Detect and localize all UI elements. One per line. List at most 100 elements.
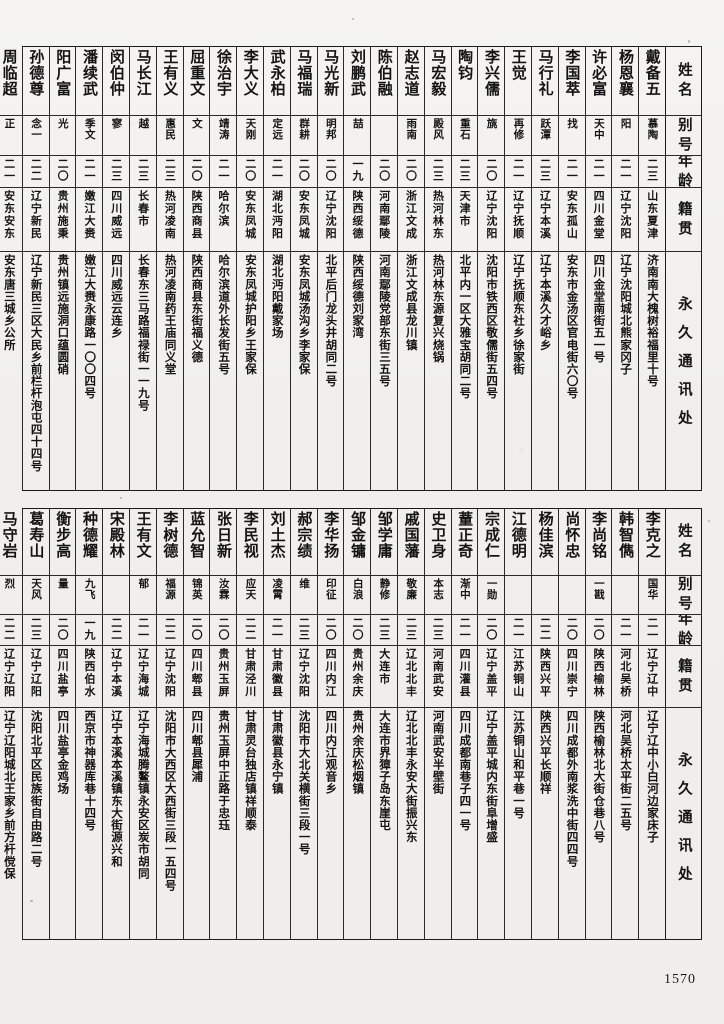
row-label-column: 姓名 别号 年龄 籍贯 永久通讯处 <box>665 509 701 939</box>
person-age: 二一 <box>505 156 532 189</box>
person-column: 刘土杰 凌霄 二一 甘肃徽县 甘肃徽县永宁镇 <box>263 509 290 939</box>
person-origin: 安东安东 <box>0 188 22 253</box>
person-age-text: 二三 <box>109 158 123 183</box>
person-age-text: 二一 <box>270 617 284 642</box>
person-alias-text: 雨南 <box>405 117 418 140</box>
person-alias-text: 殿风 <box>432 117 445 140</box>
person-alias <box>532 576 558 616</box>
person-origin-text: 天津市 <box>458 190 472 228</box>
person-origin-text: 哈尔滨 <box>216 190 230 228</box>
person-alias: 殿风 <box>424 116 451 157</box>
person-alias-text: 寥 <box>110 117 123 129</box>
person-address-text: 四川成都外南浆洗中街四四号 <box>565 710 580 868</box>
person-origin-text: 辽宁沈阳 <box>324 190 338 241</box>
person-address: 长春东三马路福禄街一一九号 <box>130 252 156 490</box>
person-address-text: 哈尔滨道外长发街五号 <box>217 254 232 376</box>
person-origin: 四川郫县 <box>183 646 210 709</box>
person-address: 安东唐三城乡公所 <box>0 252 22 490</box>
person-alias: 群耕 <box>290 116 317 157</box>
person-name: 杨恩襄 <box>612 47 639 116</box>
person-name-text: 许必富 <box>590 49 609 97</box>
person-column: 衡步高量二〇 四川盐亭 四川盐亭金鸡场 <box>48 509 76 939</box>
person-name: 邹学庸 <box>371 509 398 576</box>
person-name-text: 屈重文 <box>188 49 207 97</box>
person-age: 二一 <box>130 615 156 647</box>
person-address-text: 浙江文成县龙川镇 <box>404 254 419 351</box>
person-column: 马光新 明邦 二〇 辽宁沈阳 北平后门龙头井胡同二号 <box>316 47 344 490</box>
person-origin-text: 辽宁辽中 <box>645 648 659 699</box>
person-age-text: 二三 <box>163 158 177 183</box>
person-alias: 一戡 <box>585 576 612 616</box>
person-address-text: 北平内一区大雅宝胡同二号 <box>458 254 473 400</box>
person-age: 二〇 <box>237 156 264 189</box>
person-age-text: 二三 <box>297 617 311 642</box>
roster-table-top: 姓名 别号 年龄 籍贯 永久通讯处 戴备五 慕陶 二三 山东夏津 济南南大槐树裕福里十号 杨恩襄阳二… <box>0 46 702 491</box>
person-age-text: 二〇 <box>404 158 418 183</box>
person-age: 二一 <box>210 156 237 189</box>
person-age-text: 二〇 <box>350 617 364 642</box>
person-origin-text: 大连市 <box>377 648 391 686</box>
person-column: 赵志道 雨南 二〇 浙江文成 浙江文成县龙川镇 <box>397 47 424 490</box>
person-column: 陶钧 重石 二三 天津市 北平内一区大雅宝胡同二号 <box>450 47 478 490</box>
person-age-text: 二三 <box>645 158 659 183</box>
person-alias-text: 敬廉 <box>405 577 418 600</box>
person-age-text: 一九 <box>350 158 364 183</box>
person-origin: 长春市 <box>130 188 156 253</box>
person-name-text: 刘土杰 <box>268 511 287 559</box>
row-label-3-text: 籍贯 <box>675 657 692 697</box>
person-address-text: 西京市神器库巷十四号 <box>83 710 98 832</box>
person-alias: 光 <box>49 116 76 157</box>
person-alias-text: 国华 <box>646 577 659 600</box>
person-column: 阳广富光二〇 贵州施秉 贵州镇远施洞口蕴圆硝 <box>48 47 76 490</box>
person-address: 安东市金汤区官电街六〇号 <box>559 252 585 490</box>
person-alias-text: 群耕 <box>298 117 311 140</box>
person-address-text: 长春东三马路福禄街一一九号 <box>136 254 151 412</box>
person-age-text: 二〇 <box>297 158 311 183</box>
person-name-text: 张日新 <box>215 511 233 559</box>
person-name: 宋殿林 <box>103 509 130 576</box>
person-name-text: 李大义 <box>241 49 260 97</box>
person-age-text: 二〇 <box>324 617 338 642</box>
person-origin-text: 辽宁海城 <box>136 648 150 699</box>
person-name: 马守岩 <box>0 509 22 576</box>
person-name: 屈重文 <box>183 47 210 116</box>
person-origin: 大连市 <box>371 646 398 709</box>
person-origin: 辽宁本溪 <box>532 188 558 253</box>
person-alias: 喆 <box>344 116 371 157</box>
person-address: 河北吴桥太平街二五号 <box>612 708 638 939</box>
person-name-text: 王有文 <box>134 511 153 559</box>
person-address: 贵州玉屏中正路于忠珏 <box>210 708 236 939</box>
person-origin: 热河凌南 <box>156 188 183 253</box>
person-origin: 河北吴桥 <box>612 646 639 709</box>
person-age: 二〇 <box>478 156 505 189</box>
person-column: 马行礼 跃潭 二三 辽宁本溪 辽宁本溪久才峪乡 <box>531 47 558 490</box>
person-alias-text: 锦英 <box>190 577 203 600</box>
person-origin: 贵州施秉 <box>49 188 76 253</box>
person-origin-text: 陕西绥德 <box>350 190 364 241</box>
person-column: 马守岩烈二二 辽宁辽阳 辽宁辽阳城北王家乡前方杆傥保 <box>0 509 22 939</box>
person-name: 邹金镛 <box>344 509 371 576</box>
person-alias-text: 喆 <box>351 117 364 129</box>
person-origin-text: 江苏铜山 <box>511 648 525 699</box>
person-origin-text: 四川威远 <box>109 190 123 241</box>
roster-table-bottom: 姓名 别号 年龄 籍贯 永久通讯处 李克之 国华 二一 辽宁辽中 辽宁辽中小白河边家床子 韩智儁 二一… <box>0 508 702 940</box>
person-origin-text: 陕西伯水 <box>82 648 96 699</box>
person-alias-text: 汝霖 <box>217 577 230 600</box>
person-age-text: 二三 <box>404 617 418 642</box>
person-age-text: 二一 <box>270 158 284 183</box>
person-name: 李华扬 <box>317 509 344 576</box>
person-age: 二三 <box>532 156 558 189</box>
person-address-text: 沈阳市大西区大西街三段一五四号 <box>163 710 178 892</box>
person-address: 陕西绥德刘家湾 <box>344 252 370 490</box>
person-address: 辽宁沈阳城北熊家冈子 <box>612 252 638 490</box>
person-column: 李尚铭 一戡 二〇 陕西榆林 陕西榆林北大街仓巷八号 <box>584 509 612 939</box>
person-origin: 河南武安 <box>424 646 451 709</box>
person-address-text: 四川内江观音乡 <box>324 710 339 795</box>
person-address-text: 江苏铜山和平巷一号 <box>511 710 526 819</box>
person-origin-text: 陕西榆林 <box>592 648 606 699</box>
person-alias-text: 光 <box>56 117 69 129</box>
person-name-text: 江德明 <box>509 511 528 559</box>
person-origin: 陕西榆林 <box>585 646 612 709</box>
person-alias <box>505 576 532 616</box>
person-age-text: 二〇 <box>190 158 204 183</box>
